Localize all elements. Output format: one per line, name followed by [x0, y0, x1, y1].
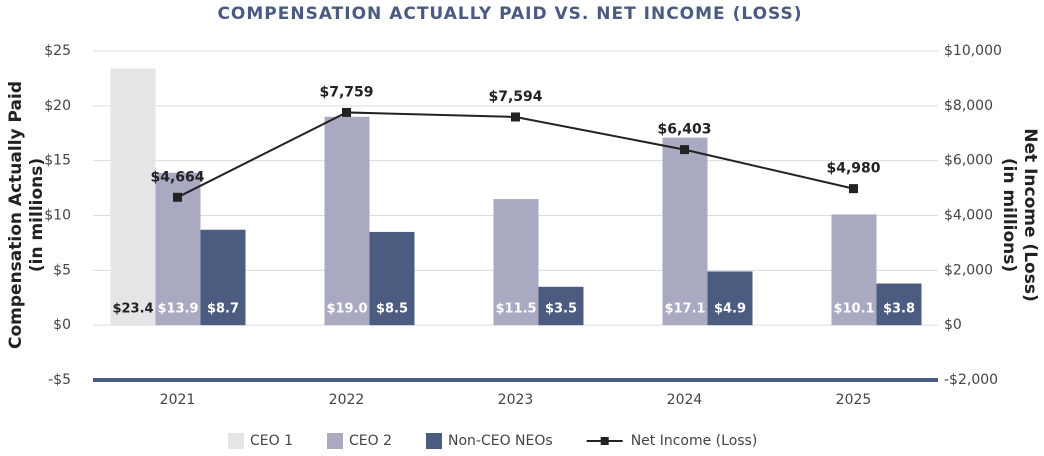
y2-tick-label: -$2,000 [944, 372, 998, 388]
y-tick-label: $5 [53, 262, 71, 278]
bar-value-label: $8.7 [207, 302, 239, 317]
bar-value-label: $19.0 [326, 302, 367, 317]
x-tick-label: 2021 [160, 392, 196, 408]
x-tick-label: 2022 [329, 392, 365, 408]
line-value-label: $7,594 [488, 89, 542, 105]
bar-value-label: $13.9 [157, 302, 198, 317]
line-value-label: $4,980 [826, 161, 880, 177]
bar [200, 229, 246, 326]
legend-label: Net Income (Loss) [631, 433, 758, 449]
line-value-label: $6,403 [657, 122, 711, 138]
y2-axis-title: Net Income (Loss) (in millions) [999, 128, 1040, 301]
bar [707, 271, 753, 326]
bar [831, 214, 877, 326]
y-axis-title: Compensation Actually Paid (in millions) [6, 81, 47, 349]
line-value-label: $7,759 [319, 84, 373, 100]
y-axis-title-line: (in millions) [27, 158, 47, 272]
y-tick-label: $20 [44, 98, 71, 114]
bar [538, 286, 584, 326]
bar-value-label: $17.1 [664, 302, 705, 317]
net-income-line [177, 111, 854, 199]
bar [493, 199, 539, 326]
legend-swatch [327, 433, 343, 449]
bar-value-label: $10.1 [833, 302, 874, 317]
y-tick-label: -$5 [48, 372, 71, 388]
line-value-label: $4,664 [150, 169, 204, 185]
bar-value-label: $3.8 [883, 302, 915, 317]
x-tick-label: 2025 [836, 392, 872, 408]
bar [876, 283, 922, 326]
line-marker [173, 192, 182, 202]
line-marker [342, 107, 351, 117]
y2-tick-label: $2,000 [944, 262, 993, 278]
legend-marker [600, 437, 609, 445]
y2-tick-label: $4,000 [944, 208, 993, 224]
legend-swatch [228, 433, 244, 449]
legend-label: CEO 1 [250, 433, 293, 449]
line-marker [849, 184, 858, 194]
y-tick-label: $25 [44, 43, 71, 59]
y-tick-label: $10 [44, 208, 71, 224]
bar-value-label: $8.5 [376, 302, 408, 317]
bar-value-label: $3.5 [545, 302, 577, 317]
y-tick-label: $0 [53, 317, 71, 333]
x-tick-label: 2024 [667, 392, 703, 408]
y2-axis-title-line: Net Income (Loss) [1020, 128, 1040, 301]
y2-tick-label: $8,000 [944, 98, 993, 114]
y-tick-label: $15 [44, 153, 71, 169]
x-tick-label: 2023 [498, 392, 534, 408]
bar-value-label: $11.5 [495, 302, 536, 317]
y2-tick-label: $0 [944, 317, 962, 333]
bar-value-label: $23.4 [112, 302, 153, 317]
y2-tick-label: $10,000 [944, 43, 1002, 59]
bar-value-label: $4.9 [714, 302, 746, 317]
bar [324, 116, 370, 326]
y2-tick-label: $6,000 [944, 153, 993, 169]
line-marker [511, 112, 520, 122]
bar [662, 137, 708, 326]
legend-swatch [426, 433, 442, 449]
legend-label: CEO 2 [349, 433, 392, 449]
legend-label: Non-CEO NEOs [448, 433, 553, 449]
line-marker [680, 145, 689, 155]
bar [369, 231, 415, 326]
y-axis-title-line: Compensation Actually Paid [6, 81, 26, 349]
y2-axis-title-line: (in millions) [999, 158, 1019, 272]
chart-title: COMPENSATION ACTUALLY PAID VS. NET INCOM… [217, 4, 802, 24]
bar [110, 68, 156, 326]
